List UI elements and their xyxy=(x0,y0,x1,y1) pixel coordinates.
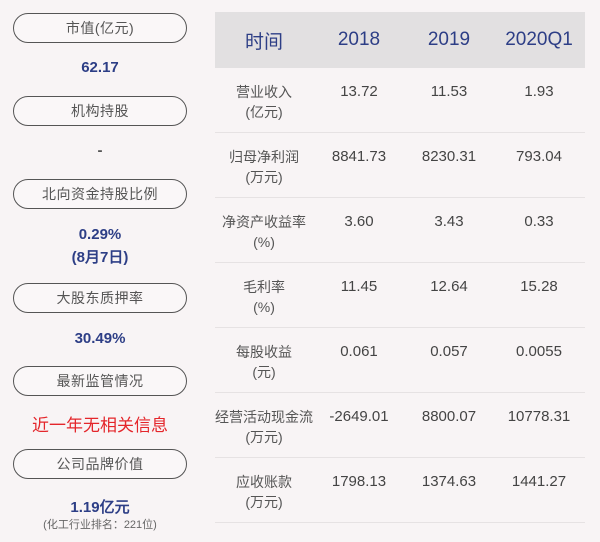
row-label: 应收账款 (万元) xyxy=(215,472,313,512)
northbound-ratio-value: 0.29% xyxy=(78,226,122,243)
row-label: 归母净利润 (万元) xyxy=(215,147,313,187)
cell-2019: 0.057 xyxy=(430,343,468,360)
regulatory-status-value: 近一年无相关信息 xyxy=(32,416,168,435)
header-2019: 2019 xyxy=(427,29,471,50)
market-cap-label: 市值(亿元) xyxy=(13,13,187,43)
northbound-ratio-label: 北向资金持股比例 xyxy=(13,179,187,209)
metric-name: 经营活动现金流 xyxy=(215,409,313,425)
cell-2018: 8841.73 xyxy=(331,148,387,165)
row-label: 经营活动现金流 (万元) xyxy=(215,407,313,447)
table-row: 毛利率 (%) 11.45 12.64 15.28 xyxy=(215,263,585,328)
metric-unit: (亿元) xyxy=(245,104,283,120)
metric-unit: (%) xyxy=(253,299,275,315)
table-row: 营业收入 (亿元) 13.72 11.53 1.93 xyxy=(215,68,585,133)
table-row: 应收账款 (万元) 1798.13 1374.63 1441.27 xyxy=(215,458,585,523)
metric-name: 净资产收益率 xyxy=(222,214,306,230)
cell-2019: 8800.07 xyxy=(421,408,477,425)
metric-name: 应收账款 xyxy=(236,474,292,490)
row-label: 每股收益 (元) xyxy=(215,342,313,382)
metric-unit: (万元) xyxy=(245,169,283,185)
table-row: 经营活动现金流 (万元) -2649.01 8800.07 10778.31 xyxy=(215,393,585,458)
brand-value-label: 公司品牌价值 xyxy=(13,449,187,479)
cell-2020q1: 0.33 xyxy=(524,213,554,230)
metric-name: 毛利率 xyxy=(243,279,285,295)
metric-name: 归母净利润 xyxy=(229,149,299,165)
metric-unit: (万元) xyxy=(245,494,283,510)
cell-2020q1: 1441.27 xyxy=(511,473,567,490)
table-row: 归母净利润 (万元) 8841.73 8230.31 793.04 xyxy=(215,133,585,198)
cell-2018: 13.72 xyxy=(340,83,378,100)
table-header: 时间 2018 2019 2020Q1 xyxy=(215,12,585,68)
cell-2018: 11.45 xyxy=(340,278,378,295)
cell-2018: 1798.13 xyxy=(331,473,387,490)
cell-2018: 0.061 xyxy=(340,343,378,360)
institutional-holding-value: - xyxy=(97,142,103,159)
cell-2018: -2649.01 xyxy=(329,408,389,425)
cell-2020q1: 0.0055 xyxy=(516,343,562,360)
row-label: 营业收入 (亿元) xyxy=(215,82,313,122)
institutional-holding-label: 机构持股 xyxy=(13,96,187,126)
metric-unit: (万元) xyxy=(245,429,283,445)
metric-name: 每股收益 xyxy=(236,344,292,360)
header-2020q1: 2020Q1 xyxy=(505,29,573,50)
cell-2019: 3.43 xyxy=(434,213,464,230)
row-label: 毛利率 (%) xyxy=(215,277,313,317)
cell-2019: 12.64 xyxy=(430,278,468,295)
financial-table: 时间 2018 2019 2020Q1 营业收入 (亿元) 13.72 11.53… xyxy=(215,12,585,523)
table-row: 每股收益 (元) 0.061 0.057 0.0055 xyxy=(215,328,585,393)
northbound-ratio-date: (8月7日) xyxy=(71,249,129,266)
brand-rank-note: (化工行业排名：221位) xyxy=(43,519,157,531)
cell-2019: 11.53 xyxy=(430,83,468,100)
market-cap-value: 62.17 xyxy=(81,59,119,76)
cell-2020q1: 10778.31 xyxy=(507,408,571,425)
left-panel: 市值(亿元) 62.17 机构持股 - 北向资金持股比例 0.29% (8月7日… xyxy=(0,0,205,542)
cell-2020q1: 1.93 xyxy=(524,83,554,100)
metric-name: 营业收入 xyxy=(236,84,292,100)
cell-2019: 8230.31 xyxy=(421,148,477,165)
header-period: 时间 xyxy=(244,31,283,53)
brand-value: 1.19亿元 xyxy=(70,499,130,516)
metric-unit: (%) xyxy=(253,234,275,250)
cell-2019: 1374.63 xyxy=(421,473,477,490)
regulatory-status-label: 最新监管情况 xyxy=(13,366,187,396)
cell-2020q1: 793.04 xyxy=(516,148,562,165)
table-row: 净资产收益率 (%) 3.60 3.43 0.33 xyxy=(215,198,585,263)
cell-2020q1: 15.28 xyxy=(520,278,558,295)
metric-unit: (元) xyxy=(252,364,276,380)
pledge-ratio-label: 大股东质押率 xyxy=(13,283,187,313)
header-2018: 2018 xyxy=(337,29,381,50)
cell-2018: 3.60 xyxy=(344,213,374,230)
row-label: 净资产收益率 (%) xyxy=(215,212,313,252)
pledge-ratio-value: 30.49% xyxy=(74,330,126,347)
